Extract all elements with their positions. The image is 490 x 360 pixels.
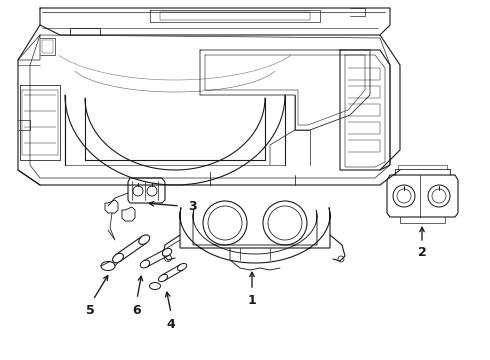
- Text: 6: 6: [133, 303, 141, 316]
- Ellipse shape: [158, 274, 168, 282]
- Ellipse shape: [101, 261, 115, 270]
- Ellipse shape: [140, 260, 150, 268]
- Ellipse shape: [113, 253, 123, 263]
- Text: 3: 3: [188, 199, 196, 212]
- Ellipse shape: [162, 248, 172, 256]
- Text: 2: 2: [417, 247, 426, 260]
- Text: 5: 5: [86, 305, 95, 318]
- Text: 1: 1: [247, 293, 256, 306]
- Text: 4: 4: [167, 318, 175, 330]
- Ellipse shape: [139, 235, 149, 244]
- Ellipse shape: [149, 283, 161, 289]
- Ellipse shape: [177, 264, 187, 271]
